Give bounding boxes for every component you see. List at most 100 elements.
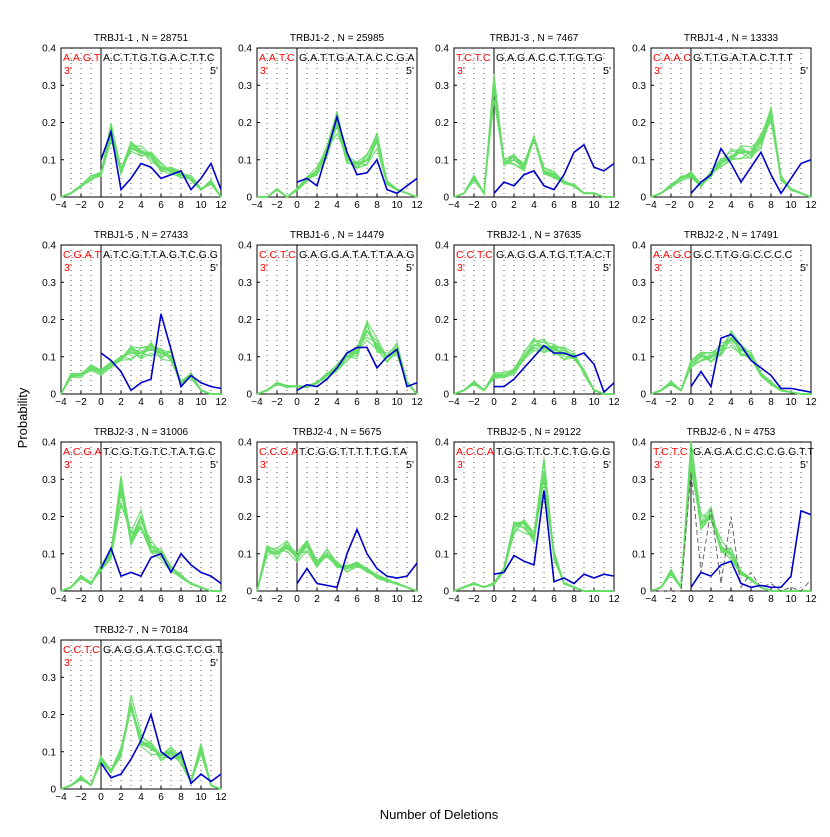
y-tick-label: 0.3 (435, 278, 449, 289)
x-tick-label: 12 (805, 397, 817, 408)
x-tick-label: 0 (688, 594, 694, 605)
x-tick-label: 2 (118, 397, 124, 408)
germline-sequence: A.A.T.C (259, 52, 295, 64)
subplot-title: TRBJ1-1 , N = 28751 (94, 33, 189, 44)
observed-data-line (493, 143, 615, 194)
x-tick-label: 6 (158, 792, 164, 803)
y-tick-label: 0.1 (42, 155, 56, 166)
x-tick-label: 8 (374, 594, 380, 605)
model-mean-line (256, 544, 418, 592)
x-tick-label: −2 (75, 397, 87, 408)
y-tick-label: 0 (640, 390, 646, 401)
model-replicate-line (60, 124, 222, 198)
x-tick-label: 8 (768, 594, 774, 605)
five-prime-label: 5' (406, 65, 414, 77)
subplot-12: TRBJ2-6 , N = 4753 −4 −2 0 2 4 6 8 10 12 0 0.1 0.2 0.… (632, 427, 817, 605)
model-replicate-line (60, 132, 222, 198)
x-tick-label: 2 (314, 594, 320, 605)
y-tick-label: 0.2 (42, 118, 56, 129)
model-replicate-line (60, 705, 222, 790)
model-replicate-line (60, 705, 222, 790)
five-prime-label: 5' (210, 459, 218, 471)
subplot-3: TRBJ1-3 , N = 7467 −4 −2 0 2 4 6 8 10 12 0 0.1 0.2 0.… (435, 33, 620, 211)
three-prime-label: 3' (260, 459, 268, 471)
subplot-2: TRBJ1-2 , N = 25985 −4 −2 0 2 4 6 8 10 12 0 0.1 0.2 0… (238, 33, 423, 211)
x-tick-label: −4 (251, 397, 263, 408)
y-tick-label: 0.4 (435, 44, 449, 55)
three-prime-label: 3' (654, 262, 662, 274)
germline-sequence: T.C.T.C (653, 446, 688, 458)
x-tick-label: 8 (178, 200, 184, 211)
x-tick-label: 6 (551, 397, 557, 408)
subplot-title: TRBJ1-2 , N = 25985 (290, 33, 385, 44)
x-tick-label: 4 (334, 594, 340, 605)
x-tick-label: 8 (768, 397, 774, 408)
x-tick-label: 6 (158, 594, 164, 605)
y-tick-label: 0.1 (435, 155, 449, 166)
y-tick-label: 0.3 (435, 475, 449, 486)
y-tick-label: 0 (443, 193, 449, 204)
y-tick-label: 0.1 (435, 352, 449, 363)
model-replicate-line (60, 477, 221, 592)
x-tick-label: 6 (748, 397, 754, 408)
x-tick-label: −4 (645, 594, 657, 605)
subplot-5: TRBJ1-5 , N = 27433 −4 −2 0 2 4 6 8 10 12 0 0.1 0.2 0… (42, 230, 227, 408)
y-tick-label: 0.2 (632, 512, 646, 523)
observed-data-line (296, 527, 418, 589)
x-tick-label: 6 (354, 200, 360, 211)
subplot-6: TRBJ1-6 , N = 14479 −4 −2 0 2 4 6 8 10 12 0 0.1 0.2 0… (238, 230, 423, 408)
y-tick-label: 0.2 (632, 315, 646, 326)
y-tick-label: 0 (443, 390, 449, 401)
x-tick-label: 4 (334, 200, 340, 211)
x-tick-label: 8 (571, 200, 577, 211)
model-mean-line (453, 475, 614, 592)
y-tick-label: 0.1 (632, 155, 646, 166)
y-tick-label: 0.4 (238, 438, 252, 449)
subplot-1: TRBJ1-1 , N = 28751 −4 −2 0 2 4 6 8 10 12 0 0.1 0.2 0… (42, 33, 227, 211)
x-tick-label: 6 (158, 397, 164, 408)
x-tick-label: 2 (511, 397, 517, 408)
x-tick-label: 6 (158, 200, 164, 211)
x-tick-label: 4 (728, 397, 734, 408)
x-tick-label: 4 (531, 200, 537, 211)
y-tick-label: 0.4 (42, 44, 56, 55)
y-tick-label: 0.1 (42, 352, 56, 363)
germline-sequence: A.C.C.A (456, 446, 494, 458)
j-gene-sequence: G.A.G.A.C.C.C.C.G.G.T.T (693, 446, 814, 458)
y-tick-label: 0.3 (42, 81, 56, 92)
observed-data-line (100, 546, 222, 585)
x-tick-label: −2 (468, 397, 480, 408)
x-tick-label: 0 (98, 397, 104, 408)
y-tick-label: 0.3 (435, 81, 449, 92)
y-tick-label: 0 (640, 587, 646, 598)
model-replicate-line (650, 461, 811, 592)
x-tick-label: −2 (271, 200, 283, 211)
x-tick-label: −4 (55, 397, 67, 408)
subplot-title: TRBJ2-4 , N = 5675 (293, 427, 382, 438)
x-tick-label: 12 (215, 594, 227, 605)
x-tick-label: −2 (271, 397, 283, 408)
x-tick-label: 2 (118, 200, 124, 211)
x-tick-label: −2 (665, 594, 677, 605)
x-tick-label: 8 (178, 792, 184, 803)
x-tick-label: 2 (511, 200, 517, 211)
x-tick-label: 0 (294, 594, 300, 605)
y-tick-label: 0.4 (632, 44, 646, 55)
subplot-11: TRBJ2-5 , N = 29122 −4 −2 0 2 4 6 8 10 12 0 0.1 0.2 0… (435, 427, 620, 605)
x-tick-label: 4 (531, 397, 537, 408)
j-gene-sequence: T.G.G.T.T.C.T.C.T.G.G.G (496, 446, 610, 458)
y-tick-label: 0.4 (238, 241, 252, 252)
y-tick-label: 0.2 (435, 315, 449, 326)
y-tick-label: 0.2 (435, 512, 449, 523)
x-tick-label: −2 (75, 792, 87, 803)
observed-data-line (296, 113, 418, 195)
model-mean-line (60, 129, 222, 198)
y-tick-label: 0.3 (42, 278, 56, 289)
x-tick-label: 10 (195, 594, 207, 605)
subplot-title: TRBJ2-6 , N = 4753 (687, 427, 776, 438)
model-mean-line (650, 111, 812, 198)
j-gene-sequence: G.A.T.T.G.A.T.A.C.C.G.A (299, 52, 415, 64)
y-tick-label: 0.2 (42, 315, 56, 326)
y-tick-label: 0 (640, 193, 646, 204)
observed-data-line (100, 313, 222, 392)
